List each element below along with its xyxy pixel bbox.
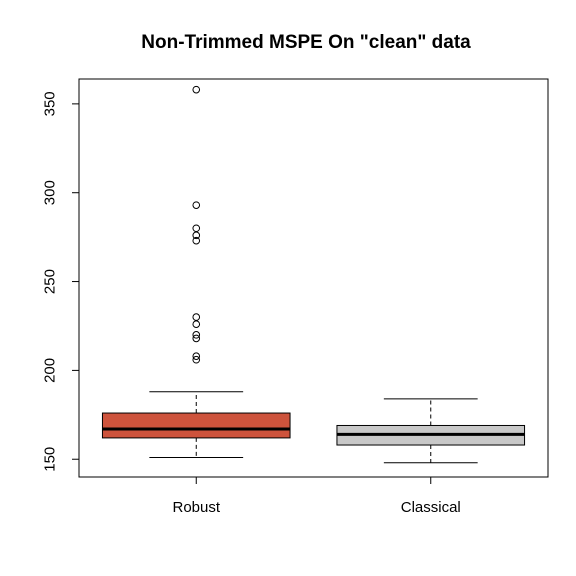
box-classical	[336, 398, 526, 464]
outlier-point	[192, 85, 201, 94]
y-tick-label: 350	[42, 91, 59, 116]
boxes-layer	[101, 85, 526, 464]
y-axis: 150 200 250 300 350	[42, 91, 80, 472]
x-tick-label: Robust	[172, 499, 220, 516]
y-tick-label: 300	[42, 180, 59, 205]
chart-title: Non-Trimmed MSPE On "clean" data	[141, 32, 471, 53]
y-tick-label: 200	[42, 358, 59, 383]
y-tick-label: 250	[42, 269, 59, 294]
outlier-point	[192, 355, 201, 364]
box-iqr	[101, 412, 291, 439]
outlier-point	[192, 331, 201, 339]
outlier-point	[192, 352, 201, 360]
outlier-point	[192, 231, 201, 240]
outlier-point	[192, 236, 201, 245]
outlier-point	[192, 334, 201, 343]
x-tick-label: Classical	[401, 499, 461, 516]
outlier-point	[192, 320, 201, 328]
outlier-point	[192, 201, 201, 209]
y-tick-label: 150	[42, 447, 59, 472]
outlier-point	[192, 313, 201, 321]
x-axis: Robust Classical	[172, 476, 461, 516]
outlier-point	[192, 224, 201, 233]
box-robust	[101, 85, 291, 458]
